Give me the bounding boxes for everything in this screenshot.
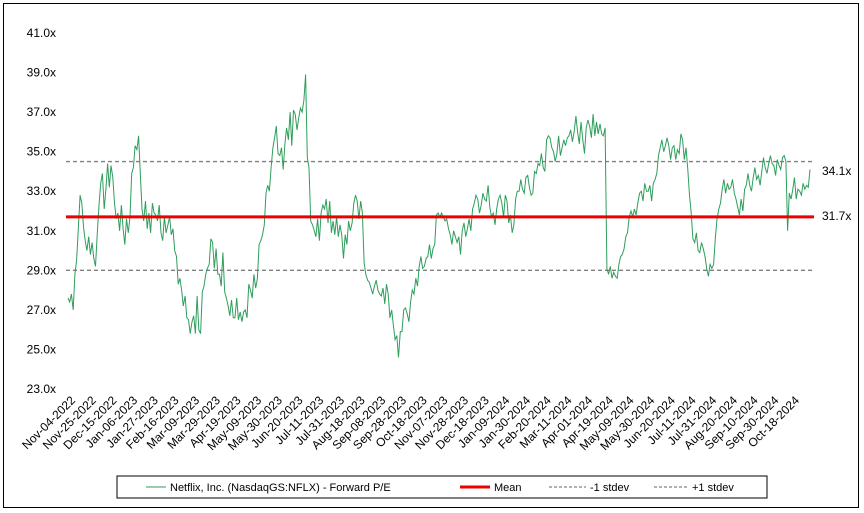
y-tick-label: 29.0x <box>27 263 56 277</box>
y-tick-label: 31.0x <box>27 224 56 238</box>
plot-area <box>66 74 814 358</box>
end-label-mean: 31.7x <box>822 209 851 223</box>
x-axis: Nov-04-2022Nov-25-2022Dec-15-2022Jan-06-… <box>19 393 802 453</box>
y-tick-label: 27.0x <box>27 303 56 317</box>
y-tick-label: 23.0x <box>27 382 56 396</box>
y-axis: 23.0x 25.0x 27.0x 29.0x 31.0x 33.0x 35.0x 37.0x… <box>27 26 56 396</box>
forward-pe-series-line <box>67 74 811 358</box>
end-label-pe: 34.1x <box>822 164 851 178</box>
end-value-labels: 34.1x 31.7x <box>822 164 851 223</box>
y-tick-label: 39.0x <box>27 66 56 80</box>
legend-label-pe: Netflix, Inc. (NasdaqGS:NFLX) - Forward … <box>170 482 391 494</box>
legend-label-plus-stdev: +1 stdev <box>692 482 734 494</box>
legend: Netflix, Inc. (NasdaqGS:NFLX) - Forward … <box>116 475 768 499</box>
y-tick-label: 33.0x <box>27 184 56 198</box>
legend-label-minus-stdev: -1 stdev <box>590 482 630 494</box>
y-tick-label: 25.0x <box>27 342 56 356</box>
y-tick-label: 35.0x <box>27 145 56 159</box>
chart-frame: 23.0x 25.0x 27.0x 29.0x 31.0x 33.0x 35.0x 37.0x… <box>3 3 859 508</box>
y-tick-label: 37.0x <box>27 105 56 119</box>
y-tick-label: 41.0x <box>27 26 56 40</box>
forward-pe-chart: 23.0x 25.0x 27.0x 29.0x 31.0x 33.0x 35.0x 37.0x… <box>19 26 851 499</box>
legend-label-mean: Mean <box>494 482 522 494</box>
legend-box <box>116 475 768 499</box>
